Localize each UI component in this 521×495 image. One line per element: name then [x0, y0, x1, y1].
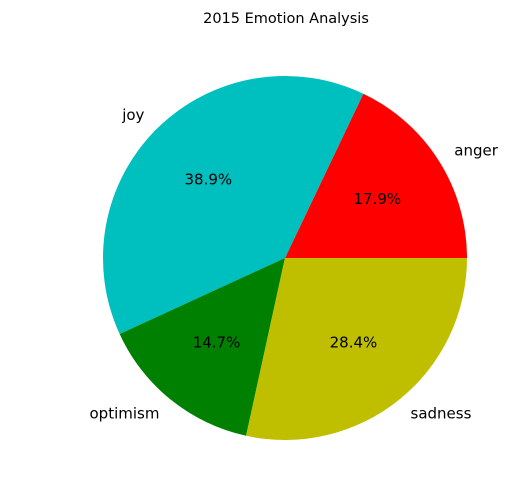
slice-percent-sadness: 28.4% — [330, 334, 378, 352]
pie-slice-optimism — [119, 258, 285, 436]
slice-percent-optimism: 14.7% — [193, 334, 241, 352]
pie-slice-joy — [103, 75, 364, 335]
slice-percent-anger: 17.9% — [354, 190, 402, 208]
pie-slices — [103, 75, 467, 440]
slice-label-optimism: optimism — [90, 404, 160, 422]
chart-title: 2015 Emotion Analysis — [203, 11, 369, 27]
pie-slice-sadness — [246, 258, 467, 440]
slice-label-joy: joy — [121, 106, 144, 124]
slice-label-anger: anger — [454, 142, 498, 160]
pie-slice-anger — [285, 93, 467, 258]
slice-label-sadness: sadness — [411, 404, 472, 422]
pie-labels: anger 17.9% joy 38.9% optimism 14.7% sadness 28… — [90, 106, 499, 423]
slice-percent-joy: 38.9% — [185, 171, 233, 189]
